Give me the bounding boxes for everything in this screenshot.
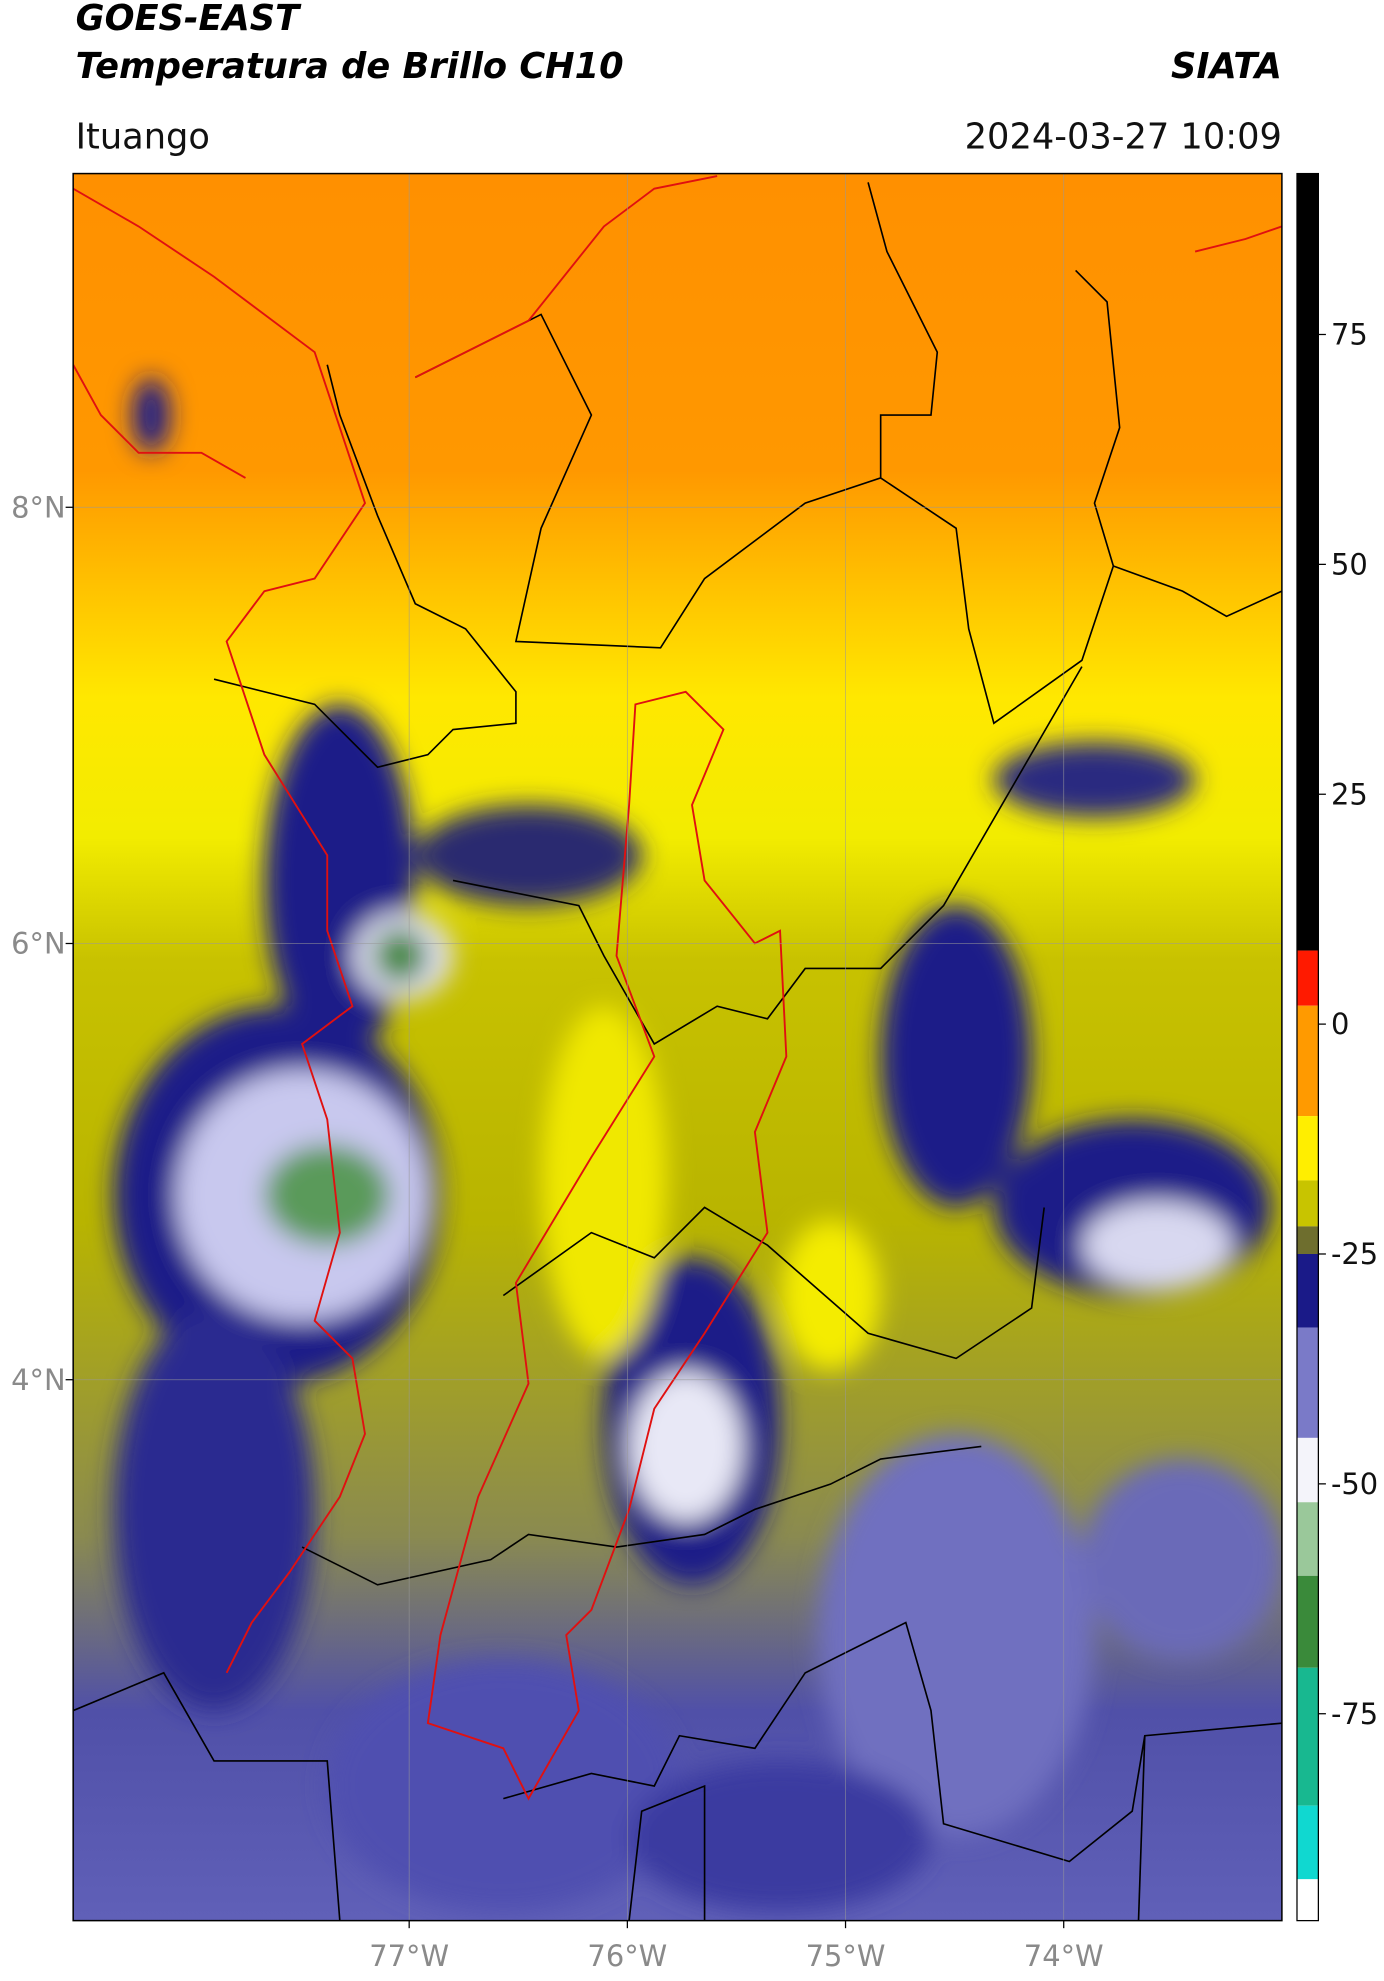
lat-tick-label: 8°N bbox=[11, 490, 65, 524]
lat-tick-label: 6°N bbox=[11, 927, 65, 961]
colorbar-segment bbox=[1296, 1575, 1319, 1668]
colorbar-tick-label: 25 bbox=[1331, 777, 1368, 811]
lon-tick-label: 75°W bbox=[806, 1939, 886, 1973]
lon-tick-label: 76°W bbox=[587, 1939, 667, 1973]
lon-tick-label: 74°W bbox=[1024, 1939, 1104, 1973]
colorbar-segment bbox=[1296, 1253, 1319, 1328]
colorbar-tick-label: -50 bbox=[1331, 1467, 1378, 1501]
colorbar-segment bbox=[1296, 950, 1319, 1006]
colorbar-tick-label: -25 bbox=[1331, 1237, 1378, 1271]
colorbar-segment bbox=[1296, 1502, 1319, 1576]
map-image bbox=[73, 173, 1282, 1921]
colorbar-tick-label: -75 bbox=[1331, 1697, 1378, 1731]
colorbar-tick-label: 50 bbox=[1331, 547, 1368, 581]
lon-tick-label: 77°W bbox=[369, 1939, 449, 1973]
colorbar-segment bbox=[1296, 1116, 1319, 1181]
colorbar-segment bbox=[1296, 1226, 1319, 1254]
organization: SIATA bbox=[1171, 46, 1282, 87]
colorbar-segment bbox=[1296, 1805, 1319, 1880]
subtitle: Temperatura de Brillo CH10 bbox=[76, 46, 624, 87]
title: GOES-EAST bbox=[76, 0, 302, 39]
region: Ituango bbox=[76, 116, 210, 157]
datetime: 2024-03-27 10:09 bbox=[965, 116, 1282, 157]
colorbar-segment bbox=[1296, 1437, 1319, 1503]
colorbar-segment bbox=[1296, 1667, 1319, 1806]
map-frame bbox=[72, 172, 1283, 1922]
colorbar-tick-label: 75 bbox=[1331, 318, 1368, 352]
colorbar-segment bbox=[1296, 1180, 1319, 1227]
colorbar-segment bbox=[1296, 1879, 1319, 1921]
colorbar-tick-label: 0 bbox=[1331, 1007, 1349, 1041]
lat-tick-label: 4°N bbox=[11, 1363, 65, 1397]
colorbar-segment bbox=[1296, 1005, 1319, 1117]
colorbar-frame bbox=[1296, 172, 1320, 1922]
colorbar-segment bbox=[1296, 1327, 1319, 1438]
colorbar-segment bbox=[1296, 173, 1319, 951]
